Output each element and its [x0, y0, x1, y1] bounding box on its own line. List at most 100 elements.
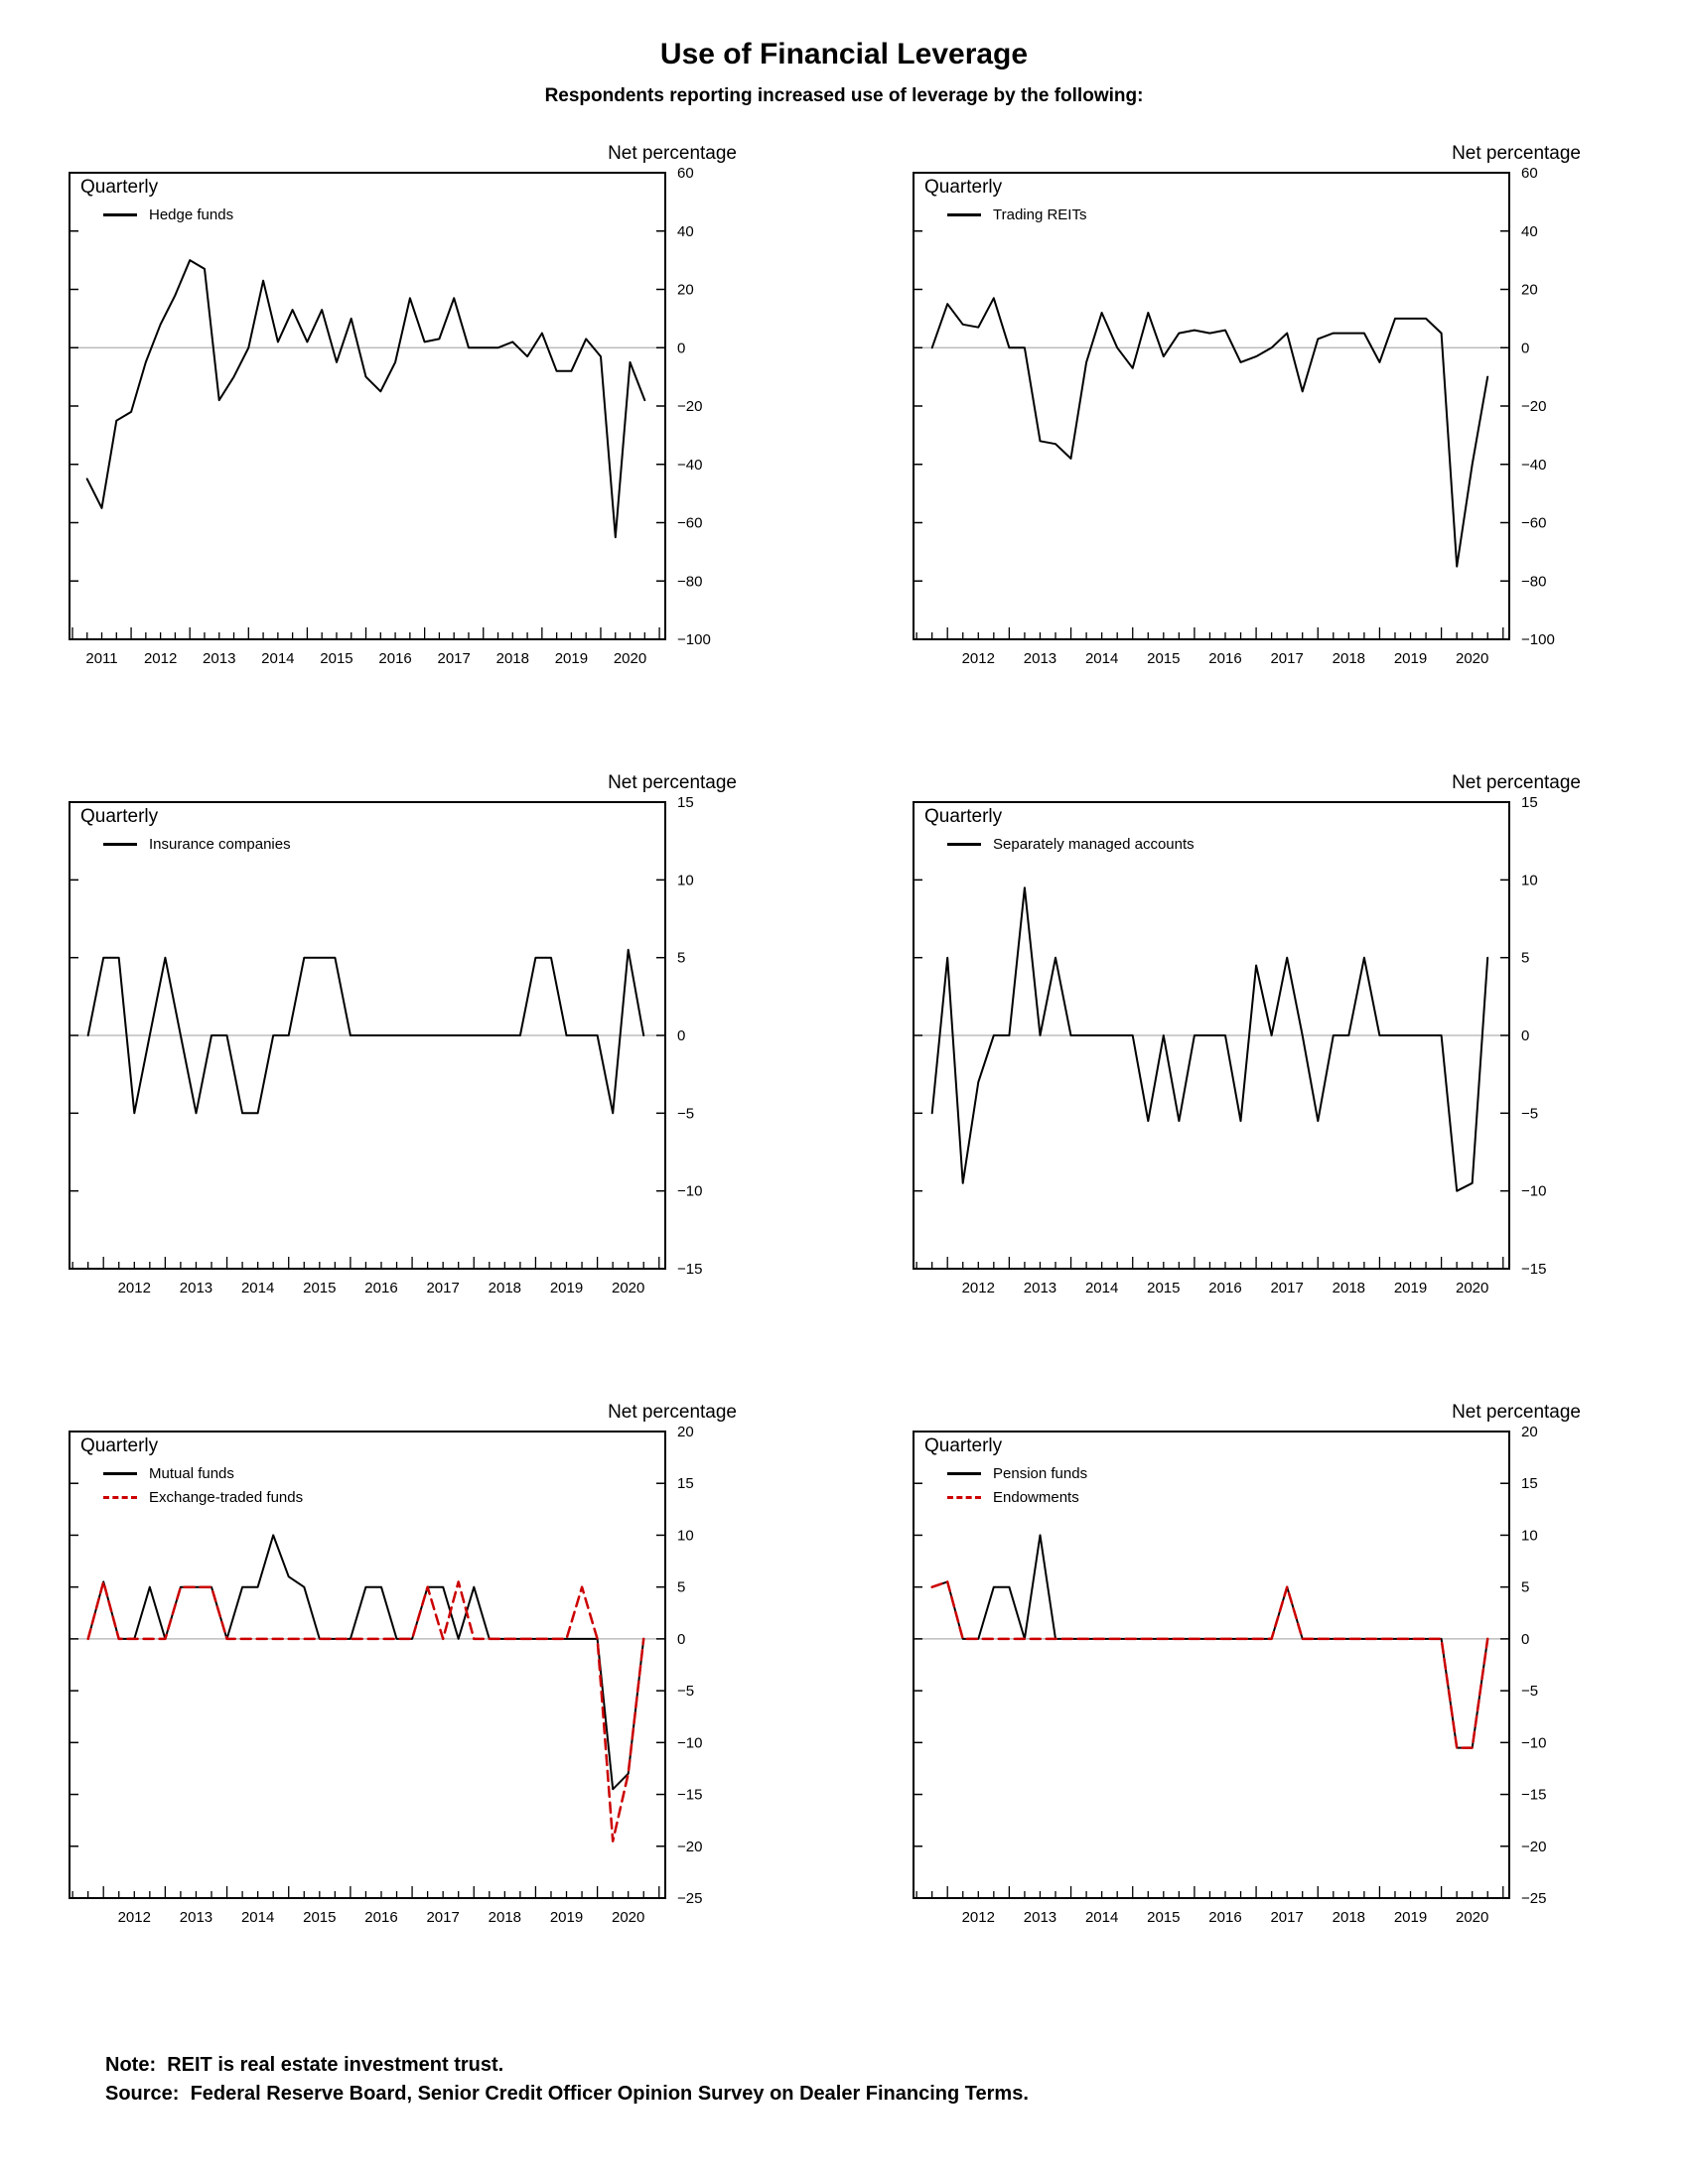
- frequency-label: Quarterly: [919, 177, 1008, 199]
- y-tick-label: −10: [1521, 1734, 1546, 1751]
- x-tick-label: 2017: [438, 650, 471, 667]
- y-tick-label: 5: [1521, 950, 1529, 967]
- y-tick-label: −25: [1521, 1890, 1546, 1907]
- x-tick-label: 2019: [550, 1280, 583, 1297]
- y-tick-label: −20: [677, 398, 702, 415]
- series-line-0: [930, 1534, 1489, 1749]
- legend-entry: Insurance companies: [103, 836, 291, 853]
- x-tick-label: 2018: [1333, 1909, 1365, 1926]
- frequency-label: Quarterly: [75, 177, 164, 199]
- y-tick-label: −15: [677, 1261, 702, 1278]
- legend-entry: Mutual funds: [103, 1465, 303, 1482]
- series-line-1: [86, 1580, 645, 1843]
- legend-entry: Trading REITs: [947, 206, 1086, 223]
- x-tick-label: 2012: [962, 1909, 995, 1926]
- y-tick-label: −5: [1521, 1105, 1538, 1122]
- x-tick-label: 2019: [1394, 1280, 1427, 1297]
- series-line-0: [86, 1534, 645, 1791]
- x-tick-label: 2012: [962, 1280, 995, 1297]
- x-axis: 2012 2013 2014 2015 2016 2017 2018 2019 2020: [915, 627, 1504, 667]
- y-axis: −15 −10 −5 0 5 10 15: [70, 794, 702, 1278]
- dashed-line-sample: [947, 1496, 981, 1499]
- x-tick-label: 2013: [1024, 1909, 1056, 1926]
- x-tick-label: 2017: [1270, 650, 1303, 667]
- y-tick-label: 10: [1521, 872, 1538, 888]
- y-tick-label: 0: [677, 1631, 685, 1648]
- page-header: Use of Financial Leverage Respondents re…: [0, 0, 1688, 107]
- x-tick-label: 2014: [261, 650, 294, 667]
- x-tick-label: 2012: [118, 1909, 151, 1926]
- x-tick-label: 2013: [1024, 1280, 1056, 1297]
- chart-panel-pension-funds-endowments: −25 −20 −15 −10 −5 0 5 10 15 20 2012 2013 2014 2015 20…: [844, 1394, 1688, 1989]
- y-tick-label: 15: [1521, 794, 1538, 811]
- x-tick-label: 2017: [426, 1280, 459, 1297]
- axis-unit-label: Net percentage: [608, 143, 737, 164]
- y-tick-label: 10: [677, 872, 694, 888]
- x-tick-label: 2012: [962, 650, 995, 667]
- y-tick-label: −25: [677, 1890, 702, 1907]
- y-tick-label: 15: [677, 1475, 694, 1492]
- y-tick-label: 5: [1521, 1579, 1529, 1596]
- x-tick-label: 2020: [1456, 1909, 1488, 1926]
- solid-line-sample: [947, 213, 981, 216]
- y-tick-label: 0: [1521, 1027, 1529, 1044]
- x-tick-label: 2016: [1208, 1280, 1241, 1297]
- chart-panel-separately-managed-accounts: −15 −10 −5 0 5 10 15 2012 2013 2014 2015 2016 2017 20…: [844, 764, 1688, 1360]
- x-tick-label: 2014: [241, 1280, 274, 1297]
- x-axis: 2012 2013 2014 2015 2016 2017 2018 2019 2020: [915, 1257, 1504, 1297]
- solid-line-sample: [947, 1472, 981, 1475]
- axis-unit-label: Net percentage: [608, 772, 737, 793]
- y-tick-label: 15: [677, 794, 694, 811]
- x-tick-label: 2016: [1208, 1909, 1241, 1926]
- x-tick-label: 2012: [118, 1280, 151, 1297]
- x-tick-label: 2019: [555, 650, 588, 667]
- y-axis: −100 −80 −60 −40 −20 0 20 40 60: [914, 165, 1555, 648]
- page-subtitle: Respondents reporting increased use of l…: [544, 85, 1144, 106]
- y-tick-label: 40: [1521, 223, 1538, 240]
- solid-line-sample: [103, 843, 137, 846]
- x-tick-label: 2018: [1333, 650, 1365, 667]
- x-tick-label: 2015: [1147, 650, 1180, 667]
- x-tick-label: 2016: [364, 1909, 397, 1926]
- x-tick-label: 2018: [496, 650, 529, 667]
- y-tick-label: 10: [677, 1527, 694, 1544]
- series-line-1: [930, 1580, 1489, 1749]
- legend-label: Endowments: [993, 1489, 1079, 1506]
- chart-panel-hedge-funds: −100 −80 −60 −40 −20 0 20 40 60 2011 2012 2013 2014 2…: [0, 135, 844, 731]
- y-tick-label: −10: [677, 1183, 702, 1200]
- source-text: Source: Federal Reserve Board, Senior Cr…: [105, 2083, 1029, 2105]
- chart-panel-trading-reits: −100 −80 −60 −40 −20 0 20 40 60 2012 2013 2014 2015 2…: [844, 135, 1688, 731]
- x-tick-label: 2017: [426, 1909, 459, 1926]
- legend-entry: Exchange-traded funds: [103, 1489, 303, 1506]
- y-tick-label: 0: [1521, 340, 1529, 356]
- x-tick-label: 2018: [1333, 1280, 1365, 1297]
- y-tick-label: 60: [1521, 165, 1538, 182]
- y-axis: −100 −80 −60 −40 −20 0 20 40 60: [70, 165, 711, 648]
- legend-entry: Pension funds: [947, 1465, 1087, 1482]
- x-tick-label: 2020: [612, 1280, 644, 1297]
- legend-label: Exchange-traded funds: [149, 1489, 304, 1506]
- solid-line-sample: [103, 1472, 137, 1475]
- x-tick-label: 2015: [303, 1280, 336, 1297]
- x-tick-label: 2012: [144, 650, 177, 667]
- x-axis: 2012 2013 2014 2015 2016 2017 2018 2019 2020: [915, 1886, 1504, 1926]
- x-tick-label: 2014: [241, 1909, 274, 1926]
- legend: Mutual funds Exchange-traded funds: [103, 1465, 303, 1506]
- x-tick-label: 2016: [378, 650, 411, 667]
- y-tick-label: 20: [677, 282, 694, 299]
- x-tick-label: 2014: [1085, 650, 1118, 667]
- y-tick-label: −80: [677, 573, 702, 590]
- legend: Separately managed accounts: [947, 836, 1195, 853]
- x-tick-label: 2013: [203, 650, 235, 667]
- dashed-line-sample: [103, 1496, 137, 1499]
- x-tick-label: 2016: [364, 1280, 397, 1297]
- x-tick-label: 2011: [85, 650, 117, 667]
- x-tick-label: 2015: [1147, 1280, 1180, 1297]
- y-axis: −25 −20 −15 −10 −5 0 5 10 15 20: [70, 1424, 702, 1907]
- plot-frame: [913, 172, 1510, 640]
- x-tick-label: 2019: [1394, 650, 1427, 667]
